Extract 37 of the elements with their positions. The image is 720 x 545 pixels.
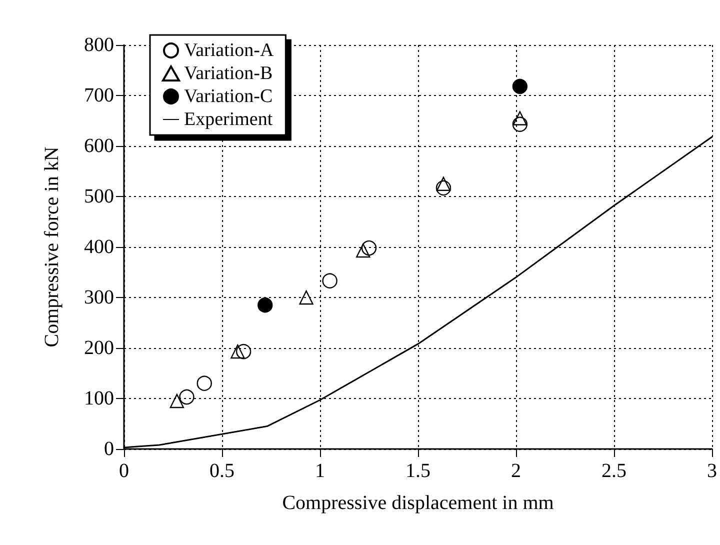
x-axis-title: Compressive displacement in mm (282, 492, 554, 514)
legend-label: Variation-A (184, 40, 274, 61)
point (361, 240, 377, 256)
y-tick-label: 800 (84, 34, 114, 56)
point (196, 376, 212, 391)
y-tick-label: 500 (84, 186, 114, 208)
x-tick-label: 2.5 (602, 460, 626, 482)
y-axis-title: Compressive force in kN (41, 146, 63, 348)
point (322, 273, 338, 288)
y-tick-label: 400 (84, 236, 114, 258)
x-tick-label: 3 (707, 460, 717, 482)
point (258, 297, 273, 313)
x-tick-label: 0 (119, 460, 129, 482)
point (512, 111, 528, 126)
point (299, 290, 314, 305)
x-tick-label: 1 (315, 460, 325, 482)
legend-label: Variation-B (184, 63, 273, 84)
y-tick-label: 300 (84, 286, 114, 308)
y-tick-label: 100 (84, 388, 114, 410)
point (512, 116, 528, 132)
x-tick-label: 1.5 (406, 460, 430, 482)
legend-label: Variation-C (184, 86, 273, 107)
point (230, 344, 245, 359)
point (170, 394, 184, 408)
x-tick-label: 0.5 (210, 460, 234, 482)
y-tick-label: 200 (84, 337, 114, 359)
x-tick-label: 2 (511, 460, 521, 482)
point (512, 78, 528, 94)
point (179, 389, 194, 405)
y-tick-label: 600 (84, 135, 114, 157)
y-tick-label: 700 (84, 84, 114, 106)
point (356, 243, 370, 258)
point (236, 344, 252, 360)
y-tick-label: 0 (104, 438, 114, 460)
point (436, 176, 451, 191)
point (436, 180, 452, 196)
legend-label: Experiment (184, 109, 274, 130)
